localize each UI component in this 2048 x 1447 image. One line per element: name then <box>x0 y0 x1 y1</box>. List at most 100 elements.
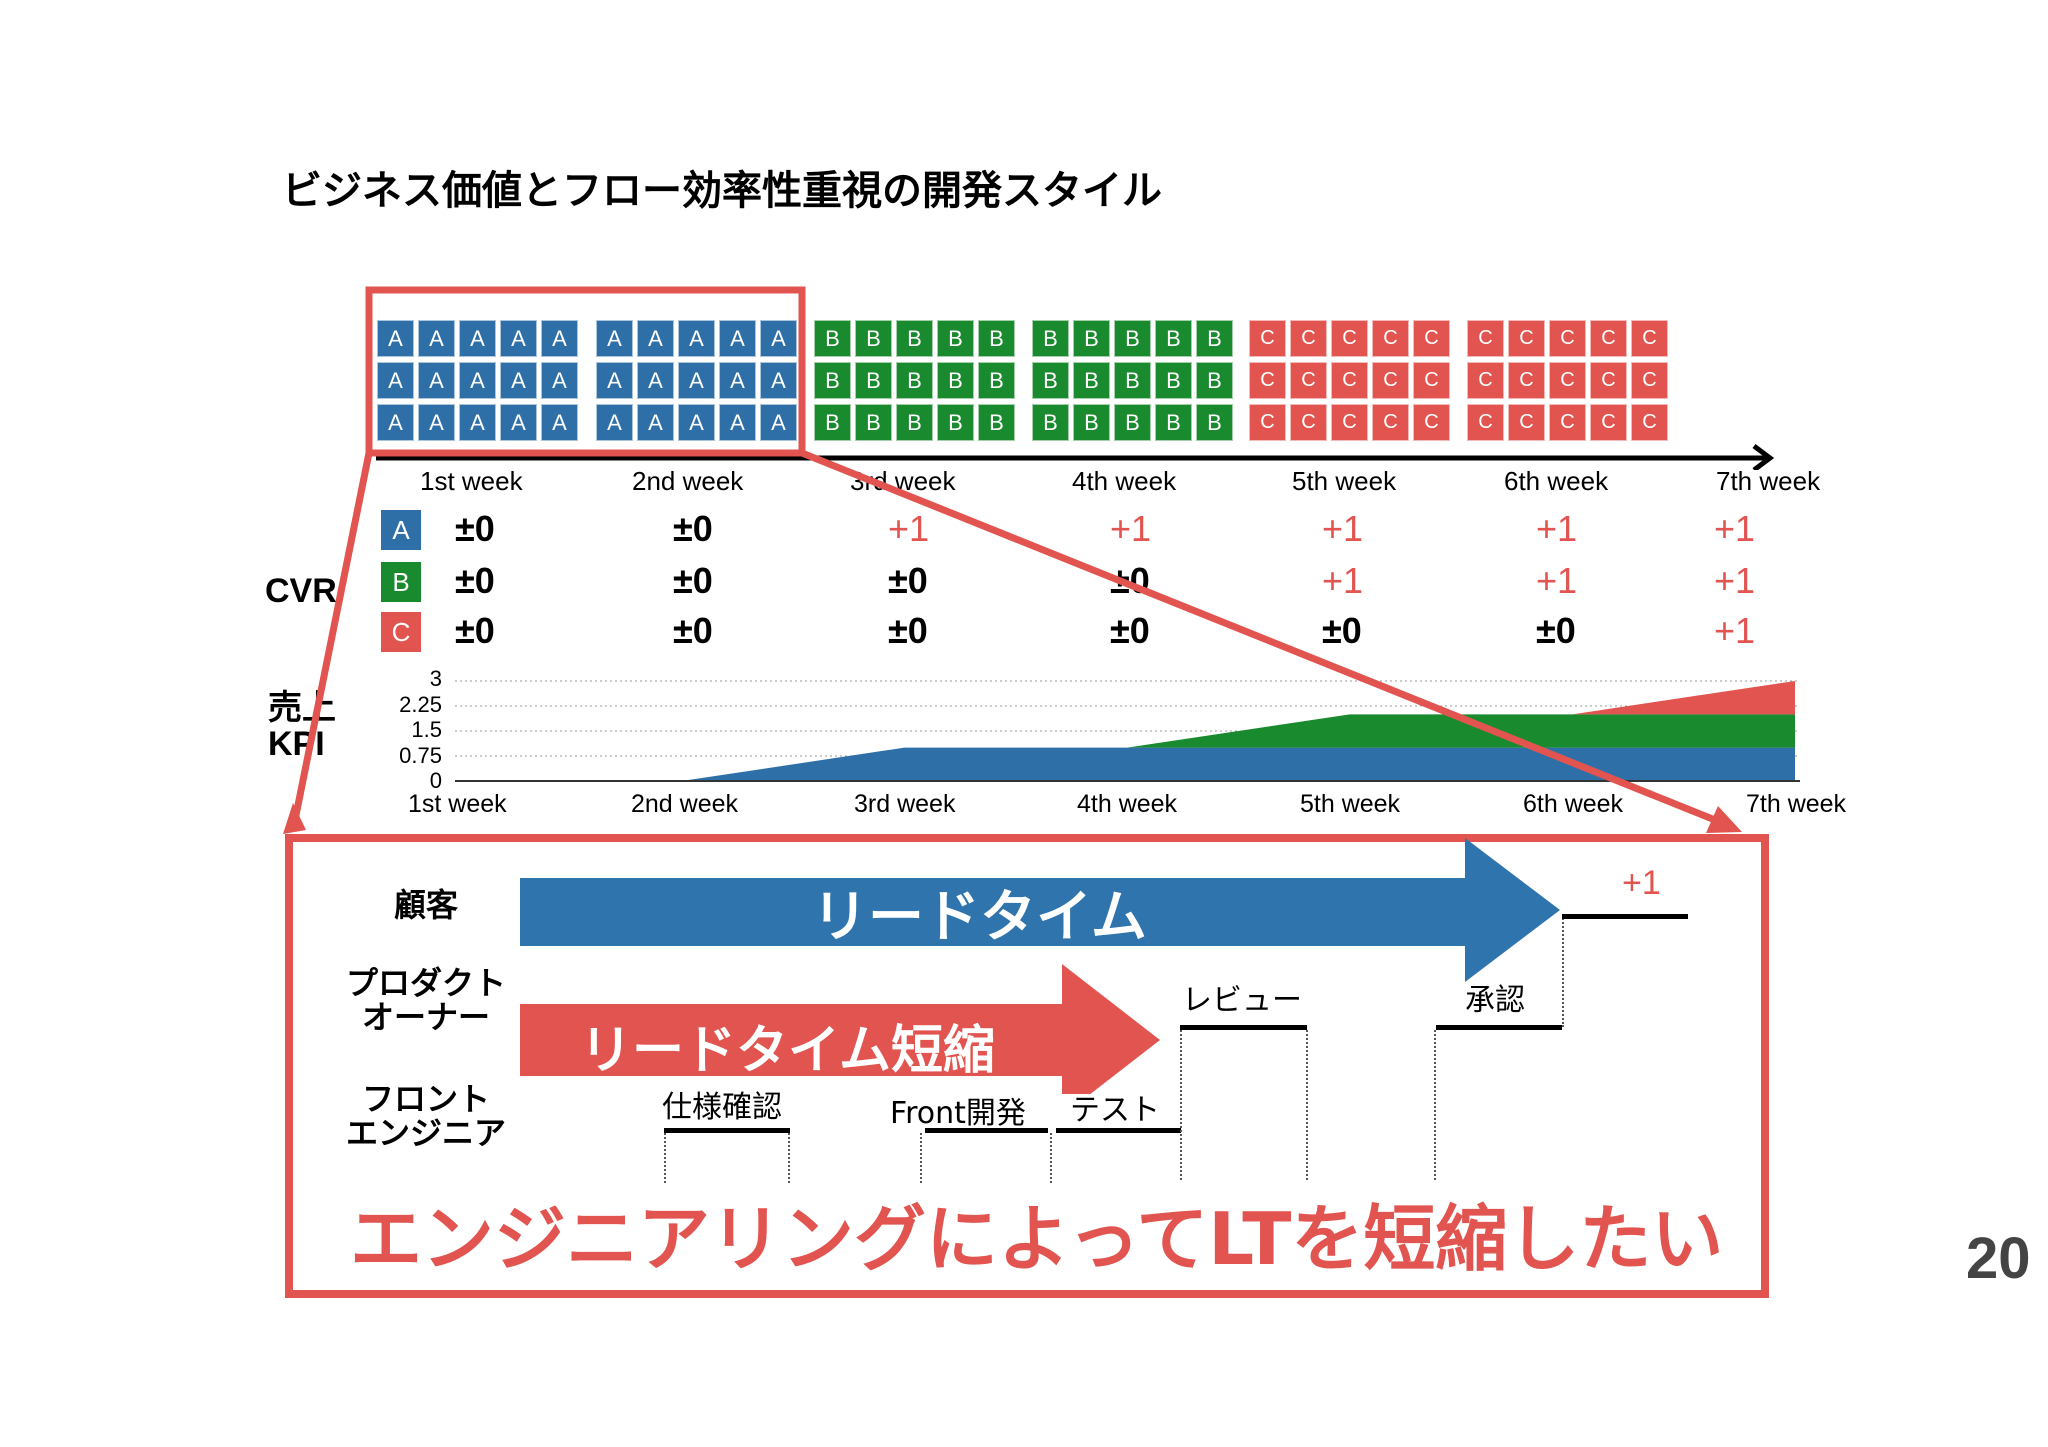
story-card: B <box>978 404 1015 441</box>
story-card: C <box>1467 404 1504 441</box>
story-card: C <box>1372 320 1409 357</box>
story-card: B <box>1032 362 1069 399</box>
cvr-value: ±0 <box>673 610 713 651</box>
story-card: C <box>1331 362 1368 399</box>
page-number: 20 <box>1966 1226 2031 1291</box>
task-review-guide-left <box>1180 1030 1182 1180</box>
story-card: A <box>377 404 414 441</box>
kpi-x-tick-label: 5th week <box>1300 790 1401 818</box>
role-front-engineer-line2: エンジニア <box>345 1114 506 1152</box>
task-review-guide-right <box>1306 1030 1308 1180</box>
task-test-label: テスト <box>1070 1093 1160 1128</box>
story-card: B <box>855 404 892 441</box>
story-card: A <box>541 320 578 357</box>
story-card: A <box>418 362 455 399</box>
key-message: エンジニアリングによってLTを短縮したい <box>350 1197 1724 1281</box>
zoom-arrowhead-right <box>1706 806 1742 833</box>
task-spec-guide-left <box>664 1133 666 1183</box>
story-card: C <box>1249 404 1286 441</box>
story-card: C <box>1590 362 1627 399</box>
slide-title: ビジネス価値とフロー効率性重視の開発スタイル <box>282 168 1162 214</box>
story-card: C <box>1631 362 1668 399</box>
story-card: A <box>637 404 674 441</box>
story-card: A <box>500 404 537 441</box>
lead-time-short-arrow <box>520 964 1160 1094</box>
story-card: C <box>1331 320 1368 357</box>
release-plus-one: +1 <box>1622 864 1661 902</box>
cvr-value: ±0 <box>455 508 495 549</box>
task-test-guide <box>1050 1133 1052 1183</box>
cvr-value: +1 <box>888 508 930 549</box>
task-approve-guide-left <box>1434 1030 1436 1180</box>
cvr-value: ±0 <box>1322 610 1362 651</box>
kpi-y-tick-label: 0.75 <box>399 742 442 768</box>
kpi-label: 売上 KPI <box>268 690 336 762</box>
story-card: B <box>1196 320 1233 357</box>
story-card: A <box>459 362 496 399</box>
story-card: B <box>978 320 1015 357</box>
story-card: A <box>719 404 756 441</box>
story-card: A <box>418 320 455 357</box>
task-front-guide <box>920 1133 922 1183</box>
role-front-engineer-line1: フロント <box>361 1080 490 1118</box>
story-card: C <box>1413 404 1450 441</box>
story-card: C <box>1467 362 1504 399</box>
story-card: B <box>1073 404 1110 441</box>
story-card: B <box>855 320 892 357</box>
story-card: B <box>1196 362 1233 399</box>
kpi-y-tick-label: 1.5 <box>411 717 442 742</box>
story-card: B <box>1073 320 1110 357</box>
kpi-y-tick-label: 3 <box>429 666 442 691</box>
cvr-label: CVR <box>265 572 337 610</box>
flow-detail-frame <box>285 834 1769 1298</box>
story-card: B <box>896 362 933 399</box>
story-card: B <box>814 320 851 357</box>
story-card: C <box>1249 362 1286 399</box>
cvr-value: +1 <box>1714 610 1756 651</box>
zoom-line-right <box>800 449 1722 826</box>
story-card: A <box>719 362 756 399</box>
kpi-x-tick-label: 1st week <box>408 790 507 818</box>
cvr-value: ±0 <box>455 610 495 651</box>
timeline-week-label: 7th week <box>1716 466 1821 496</box>
cvr-value: ±0 <box>888 560 928 601</box>
cvr-value: ±0 <box>1536 610 1576 651</box>
lead-time-short-label: リードタイム短縮 <box>580 1021 995 1081</box>
cvr-value: +1 <box>1322 560 1364 601</box>
story-card: B <box>937 362 974 399</box>
timeline-week-label: 6th week <box>1504 466 1609 496</box>
cvr-value: ±0 <box>1110 610 1150 651</box>
story-card: C <box>1372 362 1409 399</box>
cvr-value: +1 <box>1536 508 1578 549</box>
role-product-owner-line2: オーナー <box>361 998 490 1036</box>
story-card: A <box>637 320 674 357</box>
kpi-y-tick-label: 2.25 <box>399 691 442 717</box>
story-card: B <box>814 362 851 399</box>
story-card: A <box>377 362 414 399</box>
story-card: A <box>678 320 715 357</box>
task-review-bar <box>1180 1025 1307 1030</box>
story-card: B <box>1114 362 1151 399</box>
story-card: B <box>1032 320 1069 357</box>
story-card: A <box>418 404 455 441</box>
task-front-bar <box>925 1128 1048 1133</box>
role-product-owner-line1: プロダクト <box>345 964 506 1002</box>
story-card: C <box>1508 362 1545 399</box>
story-card: A <box>760 362 797 399</box>
story-card: B <box>978 362 1015 399</box>
story-card: C <box>1549 362 1586 399</box>
story-card: C <box>1549 320 1586 357</box>
story-card: B <box>937 404 974 441</box>
story-card: A <box>459 404 496 441</box>
kpi-area-b <box>459 714 1795 781</box>
cvr-value: +1 <box>1110 508 1152 549</box>
kpi-area-a <box>459 747 1795 781</box>
cvr-legend-a: A <box>381 510 421 550</box>
kpi-x-tick-label: 6th week <box>1523 790 1624 818</box>
story-card: A <box>500 320 537 357</box>
timeline-week-label: 1st week <box>420 466 523 496</box>
